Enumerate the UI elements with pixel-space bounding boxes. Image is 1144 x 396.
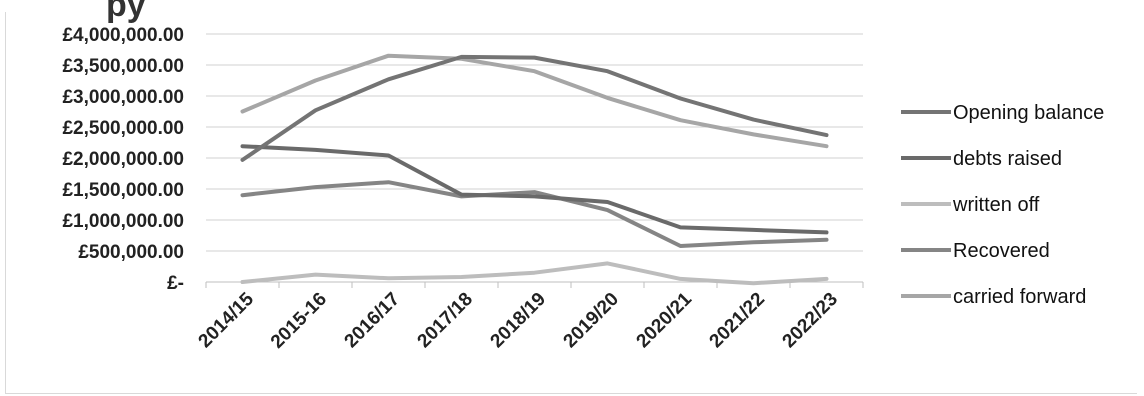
x-tick-label: 2017/18 [414,289,477,352]
x-tick-label: 2018/19 [487,289,550,352]
x-tick-label: 2019/20 [560,289,623,352]
series-line-recovered [240,180,829,248]
y-tick-label: £3,000,000.00 [62,87,184,108]
series-line-written-off [240,261,829,286]
series-line-carried-forward [240,53,829,149]
x-tick-label: 2014/15 [195,288,259,352]
legend-label-recovered: Recovered [953,240,1050,262]
x-tick-label: 2016/17 [341,289,404,352]
y-tick-label: £3,500,000.00 [62,56,184,77]
legend-label-opening-balance: Opening balance [953,102,1104,124]
legend-label-written-off: written off [952,194,1040,216]
y-tick-label: £500,000.00 [78,242,184,263]
legend-label-debts-raised: debts raised [953,148,1062,170]
x-tick-label: 2015-16 [267,289,331,353]
y-tick-label: £2,000,000.00 [62,149,184,170]
x-tick-label: 2021/22 [706,289,769,352]
line-chart: £4,000,000.00 £3,500,000.00 £3,000,000.00 £… [62,25,1104,353]
legend-label-carried-forward: carried forward [953,286,1086,308]
y-tick-label: £- [167,273,184,294]
y-tick-label: £1,500,000.00 [62,180,184,201]
chart-title: py [106,0,146,24]
series-line-debts-raised [240,144,829,235]
y-tick-label: £4,000,000.00 [62,25,184,46]
series-line-opening-balance [240,54,829,162]
y-tick-label: £2,500,000.00 [62,118,184,139]
x-tick-label: 2020/21 [633,288,697,352]
chart-frame: py £4,000,000.00 £3,500,000.00 £3,000,000.… [5,0,1137,394]
x-tick-label: 2022/23 [779,289,842,352]
y-tick-label: £1,000,000.00 [62,211,184,232]
